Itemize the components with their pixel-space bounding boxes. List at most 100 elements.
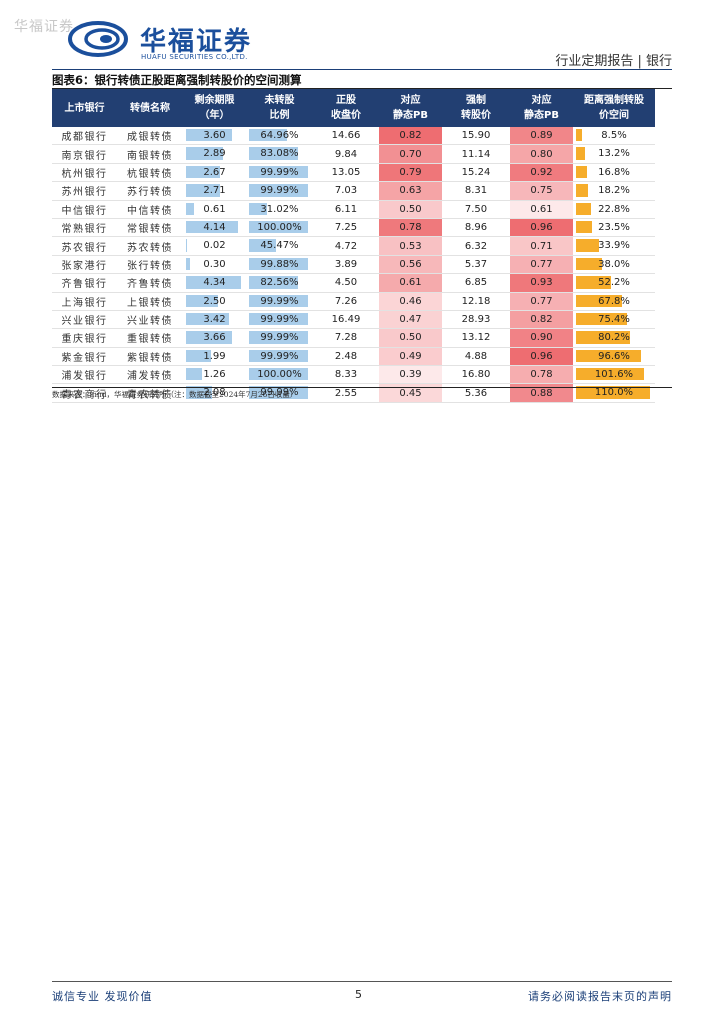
distance-space-cell-bar [576, 331, 630, 344]
remaining-term-cell: 1.26 [183, 365, 246, 385]
bond-name-cell: 常银转债 [117, 218, 183, 238]
bond-name-cell: 苏行转债 [117, 181, 183, 201]
forced-conversion-price-cell: 12.18 [442, 292, 510, 311]
remaining-term-cell-bar [186, 165, 220, 179]
unconverted-ratio-cell: 99.99% [246, 328, 313, 348]
implied-pb-cell: 0.89 [510, 127, 573, 146]
implied-pb-cell: 0.93 [510, 273, 573, 293]
bank-name-cell: 中信银行 [52, 200, 117, 219]
table-row: 苏州银行 苏行转债 2.71 99.99% 7.03 0.63 8.31 0.75 18.2% [52, 181, 655, 201]
remaining-term-cell: 2.50 [183, 292, 246, 311]
bond-name-cell: 成银转债 [117, 127, 183, 146]
source-divider [52, 387, 672, 388]
unconverted-ratio-cell-bar [249, 184, 308, 197]
unconverted-ratio-cell: 99.99% [246, 292, 313, 311]
distance-space-cell: 80.2% [573, 328, 655, 348]
distance-space-cell-bar [576, 312, 627, 326]
forced-conversion-price-cell: 6.32 [442, 236, 510, 256]
current-pb-cell: 0.46 [379, 292, 442, 311]
remaining-term-cell: 3.42 [183, 310, 246, 330]
distance-space-cell: 75.4% [573, 310, 655, 330]
remaining-term-cell: 2.71 [183, 181, 246, 201]
remaining-term-cell-bar [186, 202, 194, 215]
forced-conversion-price-cell: 11.14 [442, 144, 510, 164]
close-price-cell: 4.72 [313, 236, 379, 256]
distance-space-cell: 67.8% [573, 292, 655, 311]
remaining-term-cell: 1.99 [183, 347, 246, 367]
bank-name-cell: 紫金银行 [52, 347, 117, 367]
column-header: 剩余期限 （年） [183, 89, 246, 127]
table-row: 上海银行 上银转债 2.50 99.99% 7.26 0.46 12.18 0.77 67.8% [52, 292, 655, 311]
current-pb-cell: 0.79 [379, 163, 442, 183]
bank-name-cell: 苏州银行 [52, 181, 117, 201]
distance-space-cell: 18.2% [573, 181, 655, 201]
distance-space-cell-bar [576, 386, 650, 399]
distance-space-cell: 23.5% [573, 218, 655, 238]
brand-name: 华福证券 [140, 27, 253, 57]
implied-pb-cell: 0.71 [510, 236, 573, 256]
unconverted-ratio-cell-bar [249, 239, 276, 252]
watermark: 华福证券 [14, 19, 74, 35]
unconverted-ratio-cell: 64.96% [246, 127, 313, 146]
forced-conversion-price-cell: 15.24 [442, 163, 510, 183]
unconverted-ratio-cell: 45.47% [246, 236, 313, 256]
remaining-term-cell-bar [186, 129, 232, 142]
table-row: 浦发银行 浦发转债 1.26 100.00% 8.33 0.39 16.80 0.78 101.… [52, 365, 655, 385]
remaining-term-cell-bar [186, 349, 212, 363]
distance-space-cell: 110.0% [573, 383, 655, 403]
remaining-term-cell: 0.61 [183, 200, 246, 219]
bank-name-cell: 齐鲁银行 [52, 273, 117, 293]
forced-conversion-price-cell: 4.88 [442, 347, 510, 367]
column-header: 距离强制转股 价空间 [573, 89, 655, 127]
current-pb-cell: 0.56 [379, 255, 442, 275]
huafu-logo-icon [68, 21, 128, 57]
unconverted-ratio-cell: 31.02% [246, 200, 313, 219]
distance-space-cell: 22.8% [573, 200, 655, 219]
unconverted-ratio-cell: 99.99% [246, 383, 313, 403]
close-price-cell: 3.89 [313, 255, 379, 275]
distance-space-cell: 52.2% [573, 273, 655, 293]
close-price-cell: 7.26 [313, 292, 379, 311]
report-type: 行业定期报告 | 银行 [555, 54, 672, 69]
implied-pb-cell: 0.61 [510, 200, 573, 219]
implied-pb-cell: 0.82 [510, 310, 573, 330]
current-pb-cell: 0.70 [379, 144, 442, 164]
bank-name-cell: 上海银行 [52, 292, 117, 311]
bond-name-cell: 齐鲁转债 [117, 273, 183, 293]
remaining-term-cell-bar [186, 276, 241, 289]
bond-name-cell: 紫银转债 [117, 347, 183, 367]
table-row: 常熟银行 常银转债 4.14 100.00% 7.25 0.78 8.96 0.96 23.5% [52, 218, 655, 238]
table-row: 张家港行 张行转债 0.30 99.88% 3.89 0.56 5.37 0.77 38.0% [52, 255, 655, 275]
unconverted-ratio-cell: 83.08% [246, 144, 313, 164]
remaining-term-cell-bar [186, 294, 218, 307]
unconverted-ratio-cell-bar [249, 349, 308, 363]
table-row: 苏农银行 苏农转债 0.02 45.47% 4.72 0.53 6.32 0.71 33.9% [52, 236, 655, 256]
distance-space-cell-bar [576, 257, 602, 271]
distance-space-cell-bar [576, 239, 599, 252]
unconverted-ratio-cell: 99.99% [246, 163, 313, 183]
table-row: 成都银行 成银转债 3.60 64.96% 14.66 0.82 15.90 0.89 8.5% [52, 127, 655, 146]
forced-conversion-price-cell: 15.90 [442, 127, 510, 146]
footer-disclaimer: 请务必阅读报告末页的声明 [528, 990, 672, 1003]
bond-name-cell: 上银转债 [117, 292, 183, 311]
unconverted-ratio-cell: 99.99% [246, 347, 313, 367]
close-price-cell: 16.49 [313, 310, 379, 330]
close-price-cell: 2.48 [313, 347, 379, 367]
remaining-term-cell-bar [186, 220, 239, 234]
bond-name-cell: 苏农转债 [117, 236, 183, 256]
bank-name-cell: 浦发银行 [52, 365, 117, 385]
remaining-term-cell: 3.66 [183, 328, 246, 348]
distance-space-cell: 8.5% [573, 127, 655, 146]
bank-name-cell: 南京银行 [52, 144, 117, 164]
unconverted-ratio-cell-bar [249, 368, 308, 381]
table-body: 成都银行 成银转债 3.60 64.96% 14.66 0.82 15.90 0.89 8.5%… [52, 127, 655, 403]
bond-name-cell: 青农转债 [117, 383, 183, 403]
bank-name-cell: 张家港行 [52, 255, 117, 275]
unconverted-ratio-cell-bar [249, 331, 308, 344]
implied-pb-cell: 0.80 [510, 144, 573, 164]
close-price-cell: 8.33 [313, 365, 379, 385]
implied-pb-cell: 0.75 [510, 181, 573, 201]
bond-name-cell: 杭银转债 [117, 163, 183, 183]
column-header: 转债名称 [117, 89, 183, 127]
table-row: 南京银行 南银转债 2.89 83.08% 9.84 0.70 11.14 0.80 13.2% [52, 144, 655, 164]
